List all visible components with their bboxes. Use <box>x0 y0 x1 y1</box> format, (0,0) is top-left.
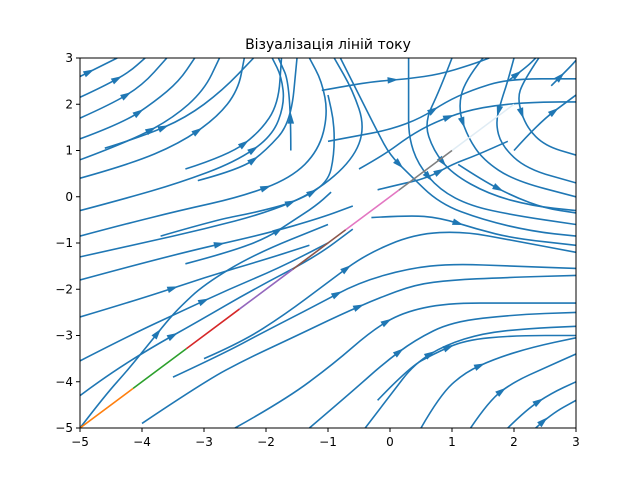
plot-area <box>79 57 577 429</box>
streamline <box>457 163 576 214</box>
streamline-arrow-icon <box>451 218 464 225</box>
streamline <box>203 231 576 360</box>
streamline-arrow-icon <box>422 170 433 182</box>
x-tick-label: −3 <box>195 435 213 449</box>
streamline-arrow-icon <box>166 286 179 293</box>
y-tick-label: −5 <box>55 421 73 435</box>
streamline-arrow-icon <box>457 116 465 128</box>
streamline-arrow-icon <box>492 183 504 192</box>
streamline-arrow-icon <box>151 328 161 340</box>
diagonal-line-segment <box>398 149 453 191</box>
y-tick-label: −3 <box>55 329 73 343</box>
streamline-arrow-icon <box>537 417 548 428</box>
streamline-arrow-icon <box>495 387 507 397</box>
streamline-arrow-icon <box>213 242 225 249</box>
streamline <box>80 205 354 281</box>
streamline <box>339 58 576 237</box>
streamline-arrow-icon <box>271 227 284 237</box>
x-tick-label: −4 <box>133 435 151 449</box>
diagonal-line-segment <box>80 387 134 428</box>
streamline-arrow-icon <box>132 109 144 119</box>
streamline-arrow-icon <box>197 298 209 307</box>
diagonal-line-layer <box>80 103 515 428</box>
y-axis: −5 −4 −3 −2 −1 0 1 2 3 <box>55 51 80 435</box>
x-tick-label: 1 <box>448 435 456 449</box>
streamlines-layer <box>80 58 576 428</box>
streamline <box>507 58 537 82</box>
streamline-arrow-icon <box>157 125 169 133</box>
streamline-arrow-icon <box>120 92 132 101</box>
diagonal-line-segment <box>238 268 294 310</box>
streamline-arrow-icon <box>387 77 399 84</box>
streamline-arrow-icon <box>330 291 343 300</box>
streamline <box>185 58 283 170</box>
chart-title: Візуалізація ліній току <box>245 37 411 53</box>
diagonal-line-segment <box>345 189 400 231</box>
streamline-arrow-icon <box>442 115 455 122</box>
y-tick-label: 2 <box>65 97 73 111</box>
diagonal-line-segment <box>132 348 187 389</box>
streamline-arrow-icon <box>532 398 544 408</box>
streamline <box>321 58 490 92</box>
streamline-arrow-icon <box>473 363 485 371</box>
streamline <box>535 399 576 428</box>
streamline-arrow-icon <box>110 76 122 85</box>
streamline-arrow-icon <box>166 332 178 342</box>
x-tick-label: −5 <box>71 435 89 449</box>
streamline-arrow-icon <box>516 107 524 119</box>
streamline-arrow-icon <box>426 107 439 116</box>
streamline-arrow-icon <box>340 265 352 275</box>
x-tick-label: 2 <box>510 435 518 449</box>
streamline-arrow-icon <box>247 146 259 156</box>
streamline-arrow-icon <box>547 107 559 118</box>
streamline <box>469 353 576 428</box>
streamline-arrow-icon <box>259 185 272 193</box>
streamline-arrow-icon <box>496 105 504 117</box>
streamline-arrow-icon <box>442 344 454 353</box>
streamline <box>80 58 327 237</box>
streamline-arrow-icon <box>247 156 259 166</box>
streamline-arrow-icon <box>436 155 447 167</box>
y-tick-label: 1 <box>65 144 73 158</box>
diagonal-line-segment <box>185 308 240 350</box>
y-tick-label: 0 <box>65 190 73 204</box>
streamline-arrow-icon <box>554 72 565 83</box>
streamline <box>80 58 196 140</box>
x-tick-label: −2 <box>257 435 275 449</box>
streamline <box>277 58 292 151</box>
streamline <box>364 325 576 428</box>
streamline-arrow-icon <box>392 348 404 358</box>
streamline-arrow-icon <box>306 189 318 198</box>
streamline-arrow-icon <box>380 318 392 328</box>
streamline <box>80 244 310 318</box>
streamline-arrow-icon <box>82 69 95 78</box>
diagonal-line-segment <box>292 229 347 271</box>
y-tick-label: −1 <box>55 236 73 250</box>
streamline-arrow-icon <box>393 158 404 169</box>
streamline <box>104 58 255 149</box>
y-tick-label: −4 <box>55 375 73 389</box>
streamline-arrow-icon <box>352 304 365 312</box>
y-tick-label: 3 <box>65 51 73 65</box>
streamline <box>80 58 118 78</box>
x-axis: −5 −4 −3 −2 −1 0 1 2 3 <box>71 428 580 449</box>
streamline-arrow-icon <box>287 112 295 124</box>
x-tick-label: −1 <box>319 435 337 449</box>
x-tick-label: 3 <box>572 435 580 449</box>
y-tick-label: −2 <box>55 282 73 296</box>
streamline <box>550 59 576 87</box>
streamline-arrow-icon <box>433 168 445 177</box>
streamline <box>496 58 576 184</box>
diagonal-line-extension <box>451 103 515 152</box>
x-tick-label: 0 <box>386 435 394 449</box>
streamline-arrow-icon <box>237 140 249 150</box>
streamline <box>172 263 576 378</box>
streamline-arrow-icon <box>191 127 203 137</box>
streamline-arrow-icon <box>510 70 522 81</box>
streamline <box>308 311 576 428</box>
